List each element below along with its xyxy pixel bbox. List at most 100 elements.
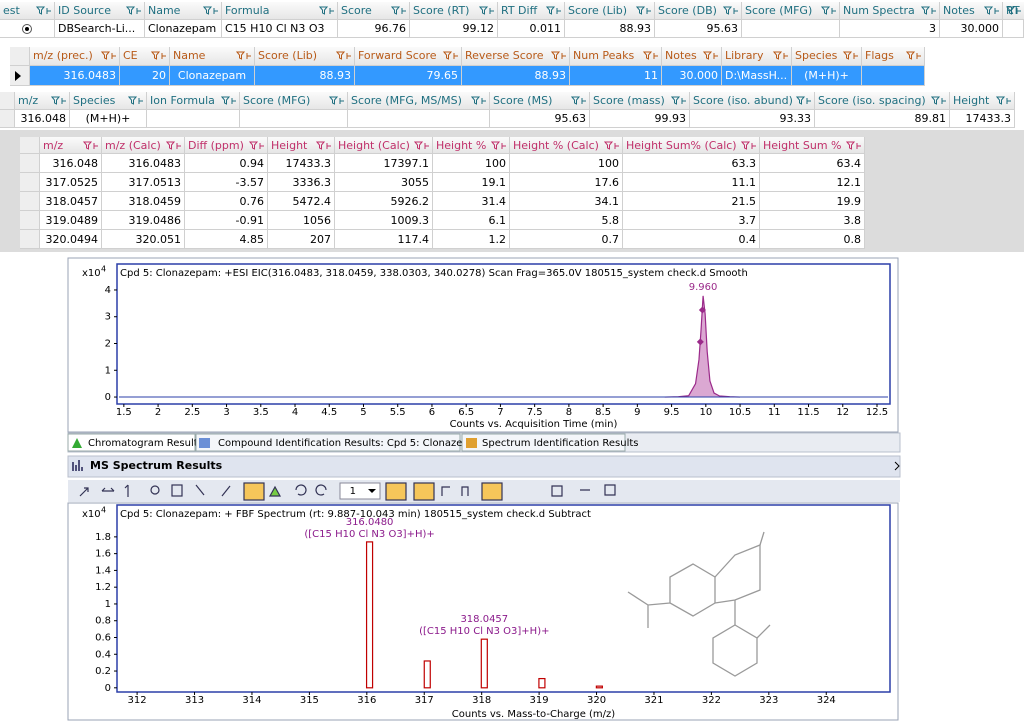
tab-label[interactable]: Chromatogram Results: [88, 438, 203, 449]
column-header[interactable]: Height Sum% (Calc): [623, 137, 760, 154]
cell[interactable]: 12.1: [760, 173, 865, 192]
cell[interactable]: [240, 110, 348, 128]
column-header[interactable]: Score: [338, 2, 410, 20]
filter-icon[interactable]: [921, 6, 937, 16]
column-header[interactable]: Ion Formula: [147, 92, 240, 110]
page-dropdown[interactable]: [339, 482, 381, 500]
filter-icon[interactable]: [414, 141, 430, 151]
cell[interactable]: 0.8: [760, 230, 865, 249]
column-header[interactable]: Library: [722, 47, 792, 66]
filter-icon[interactable]: [249, 141, 265, 151]
cell[interactable]: 31.4: [433, 192, 510, 211]
cell[interactable]: 316.048: [15, 110, 70, 128]
toolbar-icons[interactable]: [79, 482, 616, 501]
column-header[interactable]: Name: [145, 2, 222, 20]
column-header[interactable]: Score (iso. spacing): [815, 92, 950, 110]
column-header[interactable]: est: [0, 2, 55, 20]
row-indicator[interactable]: [0, 110, 15, 128]
filter-icon[interactable]: [491, 141, 507, 151]
filter-icon[interactable]: [671, 96, 687, 106]
filter-icon[interactable]: [1006, 6, 1022, 16]
cell[interactable]: 95.63: [655, 20, 742, 38]
panel-arrow[interactable]: [894, 461, 900, 471]
cell[interactable]: 99.93: [590, 110, 690, 128]
column-header[interactable]: CE: [120, 47, 170, 66]
row-indicator[interactable]: [10, 66, 30, 86]
cell[interactable]: 316.0483: [102, 154, 185, 173]
cell[interactable]: 63.3: [623, 154, 760, 173]
filter-icon[interactable]: [236, 51, 252, 61]
column-header[interactable]: m/z (Calc): [102, 137, 185, 154]
cell[interactable]: 17433.3: [268, 154, 335, 173]
column-header[interactable]: Score (iso. abund): [690, 92, 815, 110]
cell[interactable]: 95.63: [490, 110, 590, 128]
cell[interactable]: 207: [268, 230, 335, 249]
cell[interactable]: C15 H10 Cl N3 O3: [222, 20, 338, 38]
cell[interactable]: 1056: [268, 211, 335, 230]
filter-icon[interactable]: [83, 141, 99, 151]
filter-icon[interactable]: [643, 51, 659, 61]
column-header[interactable]: m/z: [15, 92, 70, 110]
column-header[interactable]: Height (Calc): [335, 137, 433, 154]
cell[interactable]: [862, 66, 925, 86]
cell[interactable]: 5.8: [510, 211, 623, 230]
cell[interactable]: 318.0459: [102, 192, 185, 211]
cell[interactable]: 30.000: [940, 20, 1003, 38]
filter-icon[interactable]: [203, 6, 219, 16]
cell[interactable]: 63.4: [760, 154, 865, 173]
column-header[interactable]: Notes: [662, 47, 722, 66]
column-header[interactable]: Score (MFG, MS/MS): [348, 92, 490, 110]
cell[interactable]: 316.0483: [30, 66, 120, 86]
column-header[interactable]: Score (MFG): [742, 2, 840, 20]
column-header[interactable]: Score (Lib): [255, 47, 355, 66]
page-value[interactable]: 1: [350, 486, 356, 497]
radio-button[interactable]: [21, 23, 33, 35]
filter-icon[interactable]: [329, 96, 345, 106]
cell[interactable]: 79.65: [355, 66, 462, 86]
filter-icon[interactable]: [796, 96, 812, 106]
column-header[interactable]: Height: [268, 137, 335, 154]
cell[interactable]: 316.048: [40, 154, 102, 173]
tab[interactable]: [67, 433, 196, 452]
dropdown-arrow[interactable]: [368, 489, 376, 493]
column-header[interactable]: Height Sum %: [760, 137, 865, 154]
filter-icon[interactable]: [151, 51, 167, 61]
column-header[interactable]: Forward Score: [355, 47, 462, 66]
column-header[interactable]: Score (RT): [410, 2, 498, 20]
filter-icon[interactable]: [128, 96, 144, 106]
column-header[interactable]: Name: [170, 47, 255, 66]
cell[interactable]: 0.011: [498, 20, 565, 38]
filter-icon[interactable]: [336, 51, 352, 61]
cell[interactable]: 320.0494: [40, 230, 102, 249]
cell[interactable]: 0.76: [185, 192, 268, 211]
cell[interactable]: 100: [510, 154, 623, 173]
cell[interactable]: 11: [570, 66, 662, 86]
column-header[interactable]: Height % (Calc): [510, 137, 623, 154]
filter-icon[interactable]: [604, 141, 620, 151]
cell[interactable]: 17.6: [510, 173, 623, 192]
filter-icon[interactable]: [843, 51, 859, 61]
column-header[interactable]: Species: [792, 47, 862, 66]
cell[interactable]: 19.9: [760, 192, 865, 211]
filter-icon[interactable]: [166, 141, 182, 151]
filter-icon[interactable]: [479, 6, 495, 16]
cell[interactable]: 11.1: [623, 173, 760, 192]
filter-icon[interactable]: [36, 6, 52, 16]
filter-icon[interactable]: [636, 6, 652, 16]
column-header[interactable]: Score (Lib): [565, 2, 655, 20]
cell[interactable]: 320.051: [102, 230, 185, 249]
row-indicator[interactable]: [20, 230, 40, 249]
filter-icon[interactable]: [703, 51, 719, 61]
column-header[interactable]: Notes: [940, 2, 1003, 20]
cell[interactable]: [147, 110, 240, 128]
cell[interactable]: 318.0457: [40, 192, 102, 211]
filter-icon[interactable]: [723, 6, 739, 16]
cell[interactable]: 34.1: [510, 192, 623, 211]
tab-label[interactable]: Compound Identification Results: Cpd 5: …: [218, 438, 485, 449]
cell[interactable]: 0.7: [510, 230, 623, 249]
column-header[interactable]: Species: [70, 92, 147, 110]
filter-icon[interactable]: [906, 51, 922, 61]
filter-icon[interactable]: [846, 141, 862, 151]
filter-icon[interactable]: [571, 96, 587, 106]
filter-icon[interactable]: [51, 96, 67, 106]
